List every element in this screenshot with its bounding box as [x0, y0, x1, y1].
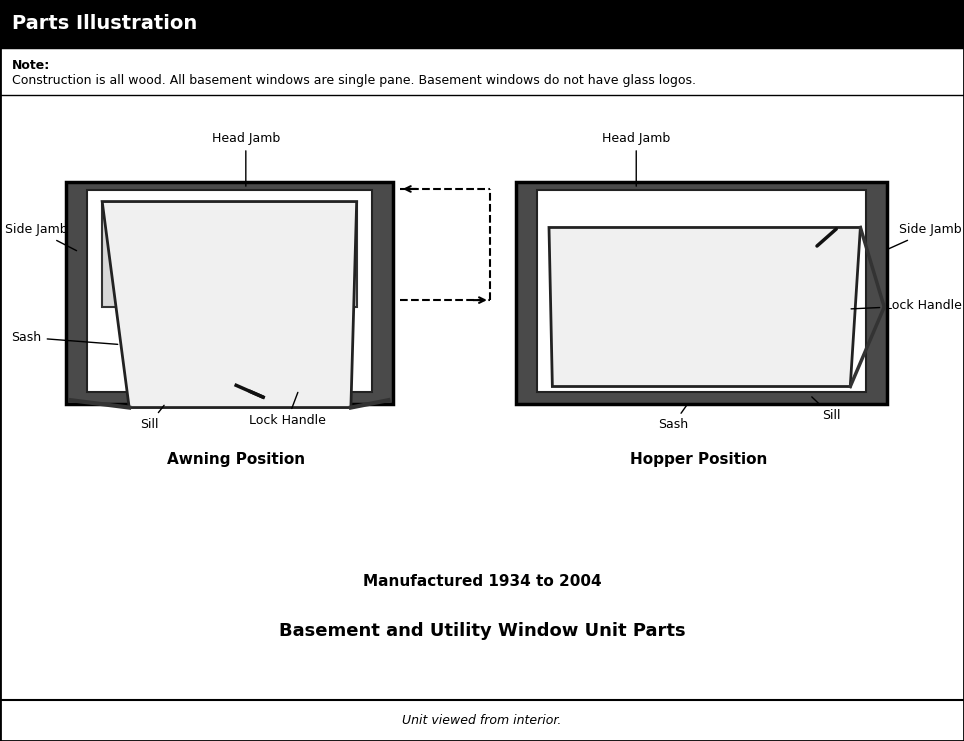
Text: Sill: Sill	[140, 405, 164, 431]
Text: Hopper Position: Hopper Position	[630, 452, 767, 467]
Text: Basement and Utility Window Unit Parts: Basement and Utility Window Unit Parts	[279, 622, 685, 640]
Text: Manufactured 1934 to 2004: Manufactured 1934 to 2004	[362, 574, 602, 589]
Polygon shape	[102, 202, 357, 408]
Text: Head Jamb: Head Jamb	[212, 133, 280, 186]
Text: Sash: Sash	[12, 331, 118, 345]
Text: Head Jamb: Head Jamb	[602, 133, 670, 186]
Text: Lock Handle: Lock Handle	[851, 299, 962, 312]
Text: Lock Handle: Lock Handle	[249, 393, 326, 427]
Text: Side Jamb: Side Jamb	[5, 224, 76, 250]
Polygon shape	[516, 182, 887, 404]
Polygon shape	[87, 190, 372, 393]
Polygon shape	[66, 182, 393, 404]
Polygon shape	[102, 202, 357, 308]
Text: Awning Position: Awning Position	[167, 452, 306, 467]
Text: Sash: Sash	[657, 404, 688, 431]
Polygon shape	[549, 227, 860, 387]
Text: Note:: Note:	[12, 59, 50, 73]
Text: Unit viewed from interior.: Unit viewed from interior.	[402, 714, 562, 728]
Text: Side Jamb: Side Jamb	[888, 224, 962, 249]
Polygon shape	[537, 190, 866, 393]
Bar	[0, 0, 964, 48]
Text: Construction is all wood. All basement windows are single pane. Basement windows: Construction is all wood. All basement w…	[12, 74, 696, 87]
Text: Parts Illustration: Parts Illustration	[12, 14, 197, 33]
Text: Sill: Sill	[812, 397, 841, 422]
